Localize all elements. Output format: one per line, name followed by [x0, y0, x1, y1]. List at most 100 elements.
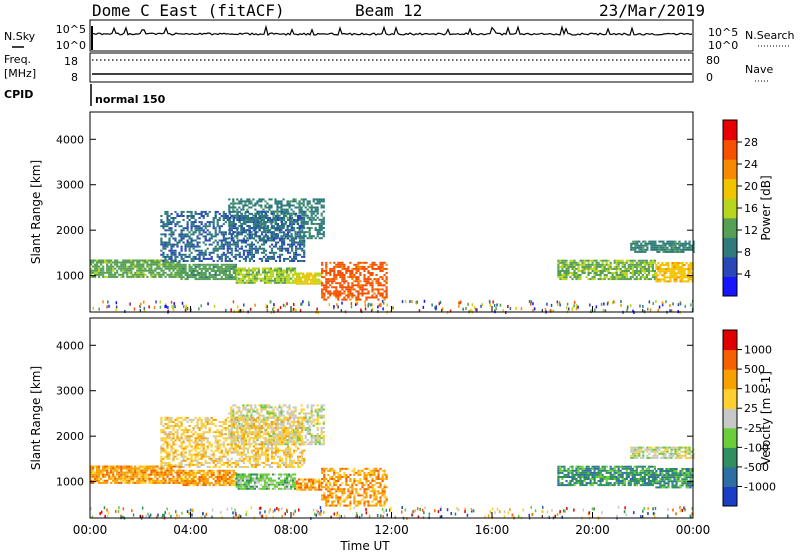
data-cell: [253, 281, 256, 284]
data-cell: [619, 272, 622, 274]
data-cell: [325, 284, 328, 287]
data-cell: [224, 217, 227, 219]
data-cell: [617, 471, 620, 474]
data-cell: [561, 471, 564, 474]
data-cell: [150, 267, 153, 270]
data-cell: [302, 280, 305, 283]
data-cell: [318, 237, 321, 240]
data-cell: [294, 277, 297, 280]
data-cell: [220, 231, 223, 234]
data-cell: [341, 298, 344, 301]
data-cell: [222, 223, 225, 226]
data-cell: [379, 498, 382, 501]
data-cell: [228, 237, 231, 240]
data-cell: [369, 504, 372, 507]
data-cell: [190, 267, 193, 270]
data-cell: [112, 273, 115, 276]
data-cell: [297, 235, 300, 238]
data-cell: [171, 305, 173, 308]
data-cell: [351, 488, 354, 491]
data-cell: [289, 239, 292, 242]
data-cell: [186, 223, 189, 226]
data-cell: [106, 473, 109, 476]
data-cell: [176, 473, 179, 476]
data-cell: [587, 267, 590, 270]
data-cell: [314, 280, 317, 283]
data-cell: [639, 263, 642, 266]
data-cell: [365, 292, 368, 295]
data-cell: [593, 473, 596, 476]
data-cell: [248, 198, 251, 201]
data-cell: [118, 473, 121, 476]
data-cell: [282, 273, 285, 276]
data-cell: [235, 479, 238, 482]
data-cell: [178, 260, 181, 262]
data-cell: [657, 266, 660, 269]
data-cell: [597, 469, 600, 472]
data-cell: [689, 272, 692, 275]
data-cell: [575, 267, 578, 270]
data-cell: [286, 216, 289, 219]
data-cell: [589, 265, 592, 268]
data-cell: [293, 239, 296, 242]
data-cell: [666, 242, 669, 245]
data-cell: [168, 263, 171, 266]
data-cell: [245, 281, 248, 284]
data-cell: [310, 282, 313, 285]
data-cell: [234, 471, 237, 474]
data-cell: [279, 269, 283, 272]
data-cell: [339, 467, 342, 470]
data-cell: [259, 477, 262, 480]
data-cell: [265, 483, 269, 486]
data-cell: [140, 471, 143, 474]
data-cell: [609, 465, 612, 468]
data-cell: [318, 218, 321, 221]
data-cell: [194, 278, 197, 281]
data-cell: [245, 271, 248, 274]
data-cell: [255, 275, 258, 278]
data-cell: [333, 292, 336, 295]
data-cell: [128, 265, 131, 268]
data-cell: [569, 482, 572, 485]
data-cell: [160, 239, 163, 242]
data-cell: [142, 265, 145, 268]
data-cell: [196, 235, 199, 238]
data-cell: [218, 257, 221, 260]
data-cell: [377, 265, 380, 268]
data-cell: [134, 263, 137, 266]
data-cell: [297, 215, 300, 217]
data-cell: [621, 272, 624, 274]
data-cell: [300, 280, 303, 283]
data-cell: [308, 303, 310, 307]
data-cell: [224, 267, 227, 270]
data-cell: [208, 225, 211, 228]
data-cell: [266, 214, 269, 217]
data-cell: [224, 263, 227, 266]
data-cell: [339, 272, 342, 274]
data-cell: [206, 469, 209, 472]
data-cell: [244, 235, 247, 238]
data-cell: [224, 272, 227, 274]
data-cell: [605, 480, 608, 482]
data-cell: [263, 483, 267, 486]
data-cell: [603, 478, 606, 480]
data-cell: [675, 278, 678, 281]
data-cell: [232, 239, 235, 242]
data-cell: [116, 479, 119, 482]
data-cell: [194, 221, 197, 224]
data-cell: [369, 265, 372, 268]
data-cell: [114, 477, 117, 480]
data-cell: [262, 247, 266, 250]
data-cell: [243, 267, 246, 270]
data-cell: [320, 214, 323, 217]
data-cell: [629, 259, 632, 262]
data-cell: [277, 487, 281, 490]
data-cell: [675, 264, 678, 266]
data-cell: [341, 284, 344, 287]
data-cell: [226, 267, 229, 270]
data-cell: [347, 292, 350, 295]
data-cell: [331, 496, 334, 499]
data-cell: [343, 278, 346, 281]
data-cell: [381, 296, 384, 299]
data-cell: [316, 229, 319, 231]
